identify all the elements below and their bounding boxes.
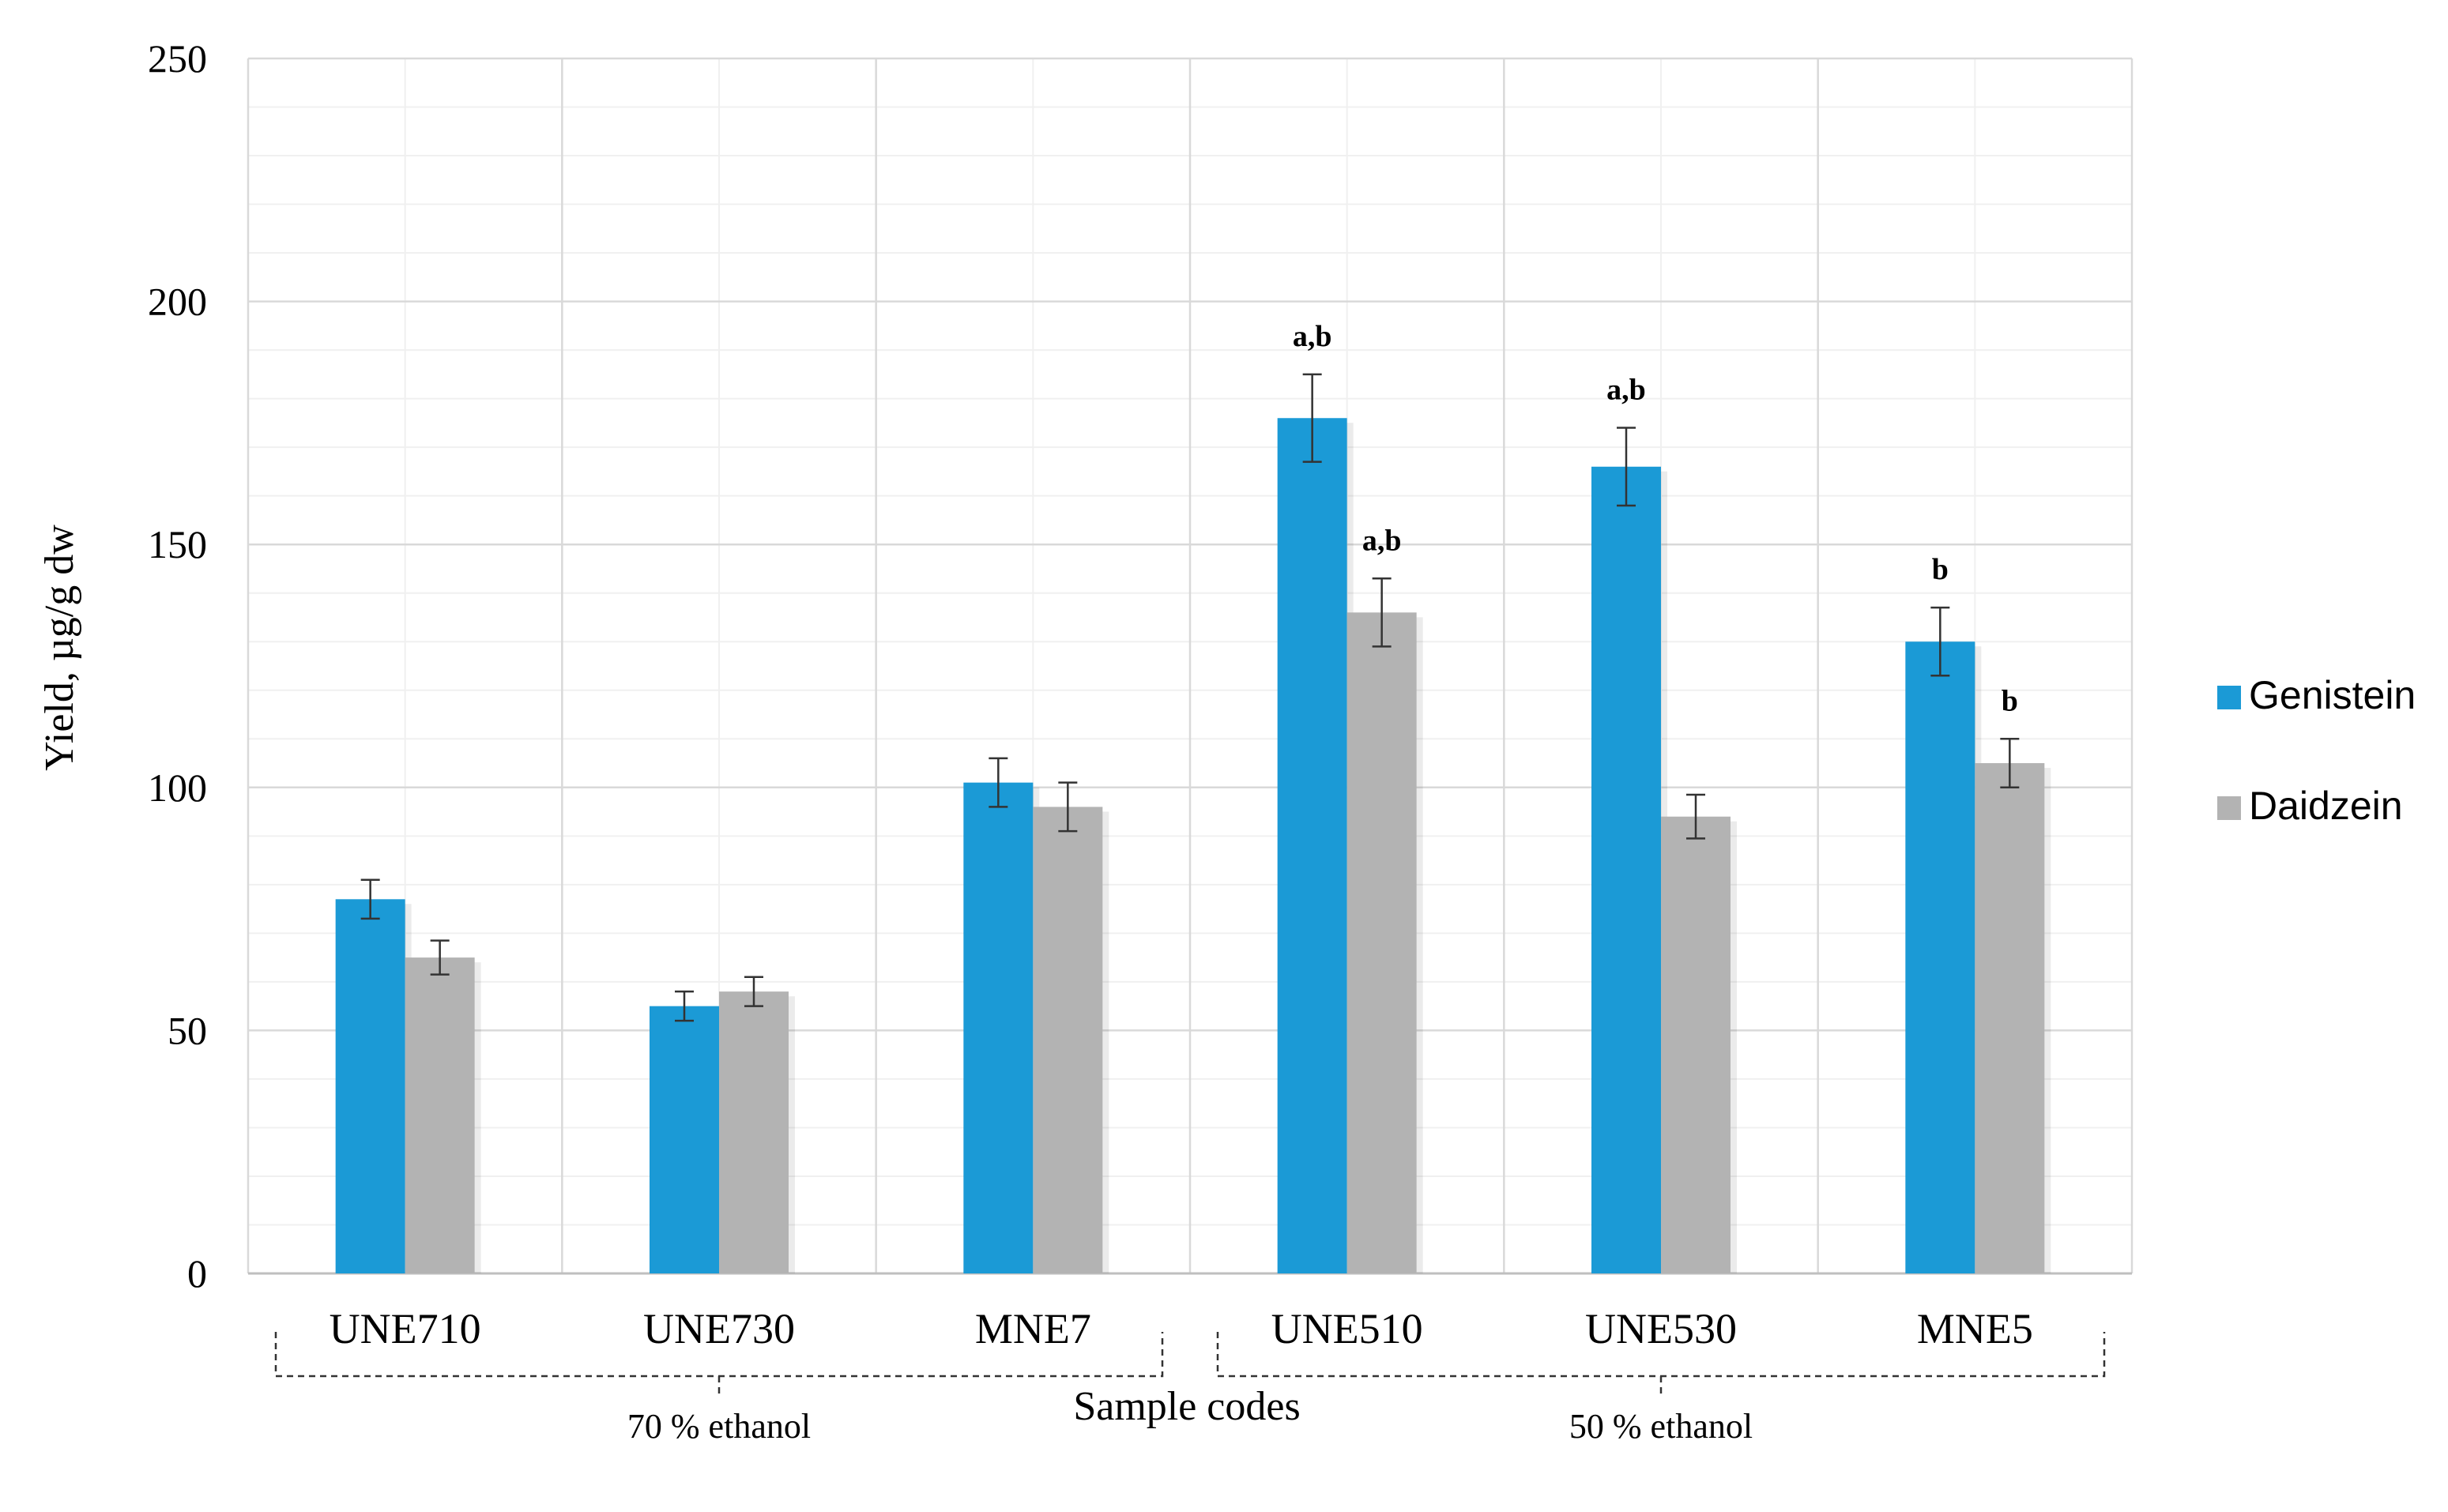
significance-label: a,b <box>1293 320 1332 353</box>
bar-daidzein <box>719 991 789 1273</box>
significance-label: b <box>1932 553 1949 586</box>
significance-label: b <box>2002 684 2018 717</box>
group-brace <box>1216 1332 2106 1395</box>
significance-label: a,b <box>1362 524 1402 557</box>
bars <box>335 418 2051 1273</box>
bar-genistein <box>1277 418 1347 1273</box>
bar-genistein <box>335 899 405 1273</box>
y-axis-title: Yield, µg/g dw <box>37 525 82 771</box>
x-categories: UNE710 UNE730 MNE7 UNE510 UNE530 MNE5 <box>330 1305 2033 1352</box>
grid <box>247 57 2134 1275</box>
bar-genistein <box>963 782 1034 1273</box>
y-tick-label: 250 <box>148 36 207 81</box>
significance-labels: a,b a,b a,b b b <box>1293 320 2018 717</box>
legend-swatch-daidzein <box>2217 796 2241 820</box>
legend-label: Daidzein <box>2249 784 2403 828</box>
bar-daidzein <box>405 957 475 1273</box>
x-category-label: UNE510 <box>1271 1305 1423 1352</box>
x-category-label: UNE530 <box>1585 1305 1737 1352</box>
y-tick-label: 50 <box>168 1008 207 1052</box>
error-bars <box>360 373 2020 1022</box>
legend-label: Genistein <box>2249 673 2416 717</box>
x-category-label: MNE7 <box>975 1305 1091 1352</box>
y-tick-label: 150 <box>148 522 207 566</box>
legend: Genistein Daidzein <box>2217 673 2416 828</box>
bar-genistein <box>650 1006 719 1273</box>
bar-genistein <box>1591 466 1661 1273</box>
x-category-label: MNE5 <box>1917 1305 2033 1352</box>
bar-daidzein <box>1975 763 2045 1273</box>
bar-genistein <box>1905 641 1975 1273</box>
x-axis-title: Sample codes <box>1073 1384 1300 1429</box>
group-label: 50 % ethanol <box>1569 1407 1753 1446</box>
legend-swatch-genistein <box>2217 686 2241 709</box>
y-tick-label: 200 <box>148 280 207 324</box>
y-ticks: 0 50 100 150 200 250 <box>148 36 207 1296</box>
x-category-label: UNE730 <box>643 1305 795 1352</box>
group-brace <box>274 1332 1164 1395</box>
y-tick-label: 100 <box>148 765 207 810</box>
bar-daidzein <box>1033 807 1103 1273</box>
x-category-label: UNE710 <box>330 1305 481 1352</box>
bar-daidzein <box>1346 612 1417 1273</box>
bar-daidzein <box>1661 816 1731 1273</box>
significance-label: a,b <box>1606 374 1646 407</box>
group-label: 70 % ethanol <box>627 1407 811 1446</box>
y-tick-label: 0 <box>187 1251 207 1296</box>
group-annotations: 70 % ethanol 50 % ethanol <box>274 1332 2106 1446</box>
